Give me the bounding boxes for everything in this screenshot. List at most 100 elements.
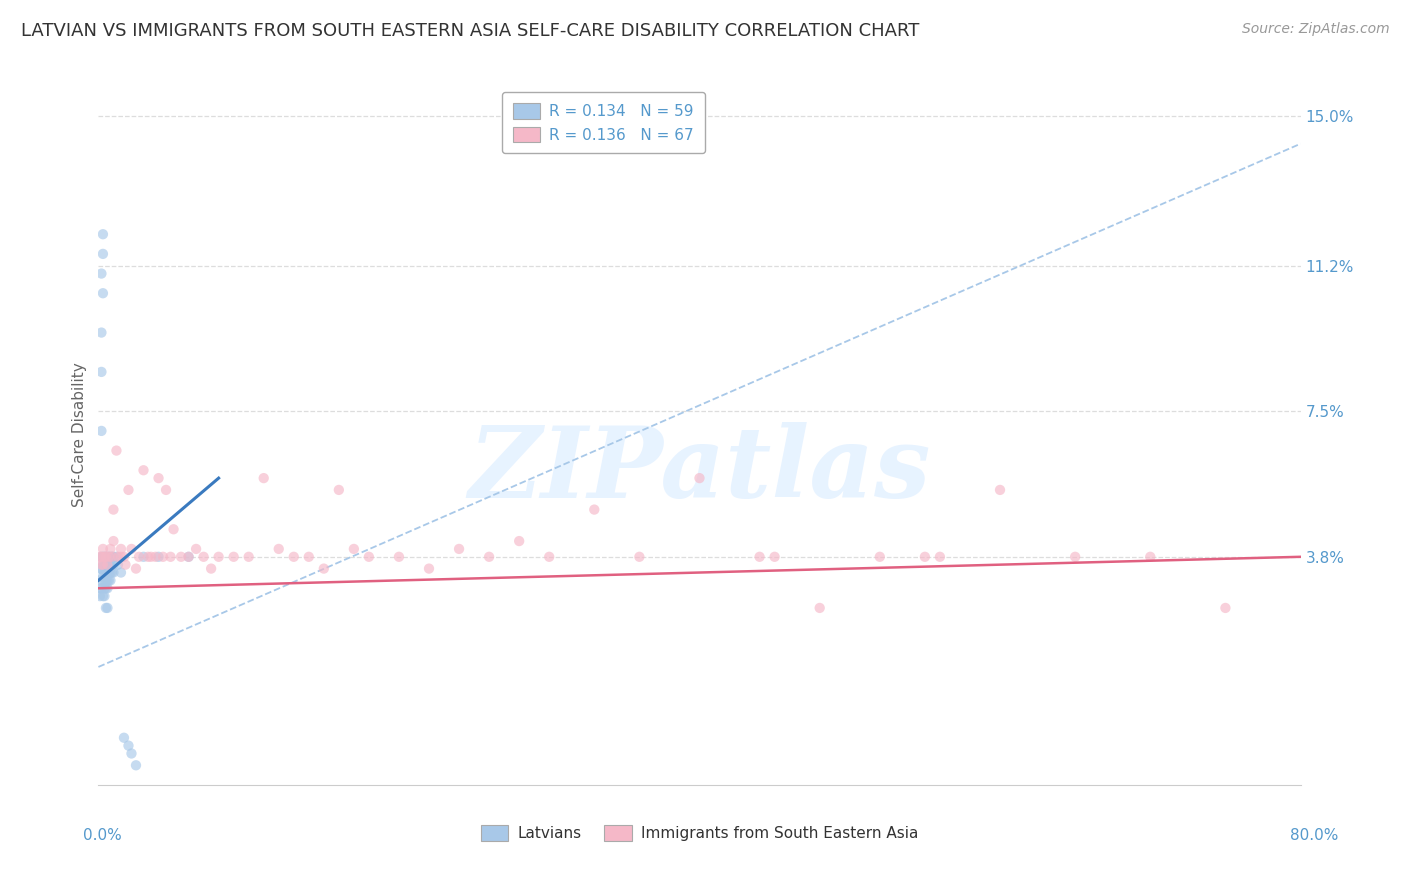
Point bbox=[90, 424, 112, 438]
Point bbox=[101, 566, 124, 580]
Point bbox=[97, 558, 120, 572]
Point bbox=[447, 541, 470, 556]
Point bbox=[748, 549, 770, 564]
Point bbox=[148, 549, 170, 564]
Point bbox=[90, 365, 112, 379]
Point bbox=[148, 471, 170, 485]
Point bbox=[107, 549, 129, 564]
Point bbox=[117, 739, 139, 753]
Point bbox=[101, 549, 124, 564]
Point bbox=[96, 549, 118, 564]
Point bbox=[107, 558, 129, 572]
Point bbox=[177, 549, 200, 564]
Point bbox=[94, 558, 117, 572]
Point bbox=[538, 549, 561, 564]
Point bbox=[103, 502, 125, 516]
Point bbox=[238, 549, 260, 564]
Point bbox=[89, 574, 111, 588]
Point bbox=[89, 561, 111, 575]
Point bbox=[90, 549, 112, 564]
Point bbox=[132, 463, 155, 477]
Point bbox=[91, 558, 114, 572]
Point bbox=[96, 574, 118, 588]
Point bbox=[94, 549, 117, 564]
Point bbox=[94, 549, 117, 564]
Point bbox=[328, 483, 350, 497]
Point bbox=[93, 574, 115, 588]
Point bbox=[91, 541, 114, 556]
Point bbox=[110, 566, 132, 580]
Point bbox=[90, 581, 112, 595]
Point bbox=[96, 601, 118, 615]
Point bbox=[91, 558, 114, 572]
Point bbox=[132, 549, 155, 564]
Point bbox=[112, 549, 135, 564]
Point bbox=[96, 566, 118, 580]
Point bbox=[869, 549, 891, 564]
Point bbox=[89, 589, 111, 603]
Point bbox=[103, 558, 125, 572]
Text: 80.0%: 80.0% bbox=[1291, 828, 1339, 843]
Point bbox=[93, 549, 115, 564]
Text: LATVIAN VS IMMIGRANTS FROM SOUTH EASTERN ASIA SELF-CARE DISABILITY CORRELATION C: LATVIAN VS IMMIGRANTS FROM SOUTH EASTERN… bbox=[21, 22, 920, 40]
Point bbox=[152, 549, 174, 564]
Point bbox=[208, 549, 231, 564]
Point bbox=[253, 471, 276, 485]
Point bbox=[97, 549, 120, 564]
Point bbox=[583, 502, 606, 516]
Point bbox=[136, 549, 159, 564]
Point bbox=[103, 534, 125, 549]
Point bbox=[177, 549, 200, 564]
Point bbox=[91, 569, 114, 583]
Point bbox=[91, 247, 114, 261]
Point bbox=[93, 581, 115, 595]
Point bbox=[200, 561, 222, 575]
Point bbox=[688, 471, 710, 485]
Point bbox=[112, 731, 135, 745]
Point bbox=[89, 581, 111, 595]
Text: Source: ZipAtlas.com: Source: ZipAtlas.com bbox=[1241, 22, 1389, 37]
Point bbox=[94, 581, 117, 595]
Point bbox=[121, 747, 143, 761]
Point bbox=[121, 541, 143, 556]
Point bbox=[283, 549, 305, 564]
Point bbox=[988, 483, 1011, 497]
Point bbox=[388, 549, 411, 564]
Point bbox=[139, 549, 162, 564]
Point bbox=[418, 561, 440, 575]
Point bbox=[128, 549, 150, 564]
Point bbox=[105, 443, 128, 458]
Point bbox=[478, 549, 501, 564]
Point bbox=[100, 541, 122, 556]
Point bbox=[763, 549, 786, 564]
Point bbox=[114, 558, 136, 572]
Point bbox=[97, 566, 120, 580]
Point bbox=[145, 549, 167, 564]
Point bbox=[125, 758, 148, 772]
Point bbox=[90, 561, 112, 575]
Point bbox=[96, 558, 118, 572]
Y-axis label: Self-Care Disability: Self-Care Disability bbox=[72, 362, 87, 508]
Point bbox=[184, 541, 207, 556]
Point bbox=[90, 558, 112, 572]
Point bbox=[312, 561, 335, 575]
Point bbox=[100, 549, 122, 564]
Point bbox=[96, 558, 118, 572]
Point bbox=[125, 561, 148, 575]
Point bbox=[96, 581, 118, 595]
Point bbox=[1064, 549, 1087, 564]
Point bbox=[100, 558, 122, 572]
Text: ZIPatlas: ZIPatlas bbox=[468, 422, 931, 518]
Point bbox=[90, 326, 112, 340]
Point bbox=[93, 566, 115, 580]
Point bbox=[103, 549, 125, 564]
Point bbox=[93, 589, 115, 603]
Point bbox=[170, 549, 193, 564]
Point bbox=[91, 227, 114, 242]
Point bbox=[1139, 549, 1161, 564]
Point bbox=[222, 549, 245, 564]
Legend: Latvians, Immigrants from South Eastern Asia: Latvians, Immigrants from South Eastern … bbox=[474, 819, 925, 847]
Point bbox=[90, 549, 112, 564]
Point bbox=[1215, 601, 1237, 615]
Point bbox=[91, 286, 114, 301]
